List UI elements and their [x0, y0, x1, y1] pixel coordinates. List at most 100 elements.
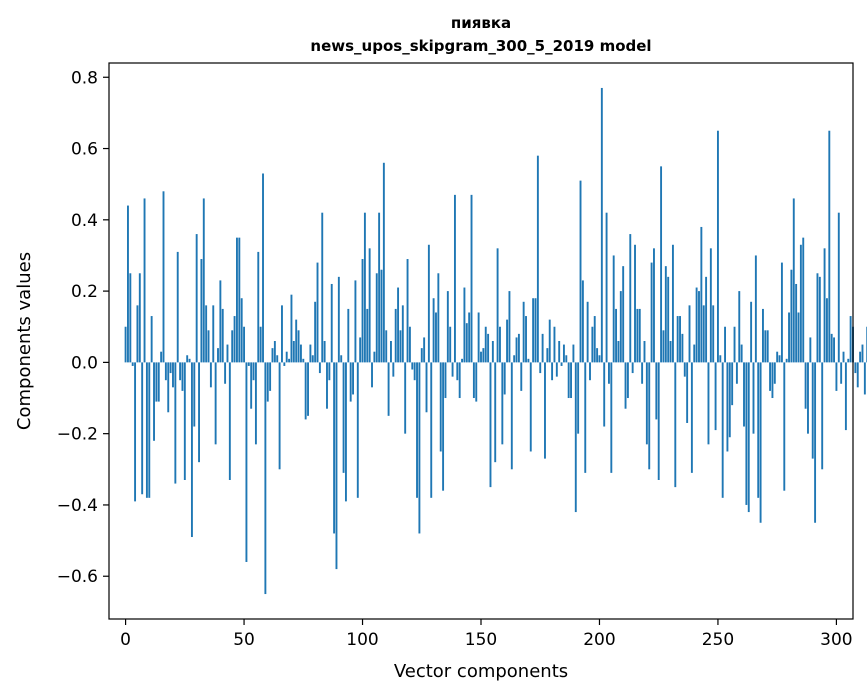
bar-component-152 — [484, 326, 487, 363]
x-axis-label: Vector components — [394, 661, 568, 682]
bar-component-24 — [181, 362, 184, 391]
bar-component-222 — [650, 262, 653, 363]
bar-component-179 — [548, 319, 551, 363]
bar-component-289 — [809, 337, 812, 363]
bar-component-260 — [740, 344, 743, 363]
bar-component-162 — [508, 291, 511, 363]
bar-component-2 — [129, 273, 132, 363]
bar-component-252 — [721, 362, 724, 498]
bar-component-90 — [337, 276, 340, 363]
bar-component-141 — [458, 362, 461, 399]
bar-component-237 — [686, 362, 689, 423]
y-tick-label: −0.6 — [57, 567, 98, 587]
bar-component-187 — [567, 362, 570, 399]
bar-component-40 — [219, 280, 222, 363]
bar-component-28 — [190, 362, 193, 538]
bar-component-211 — [624, 362, 627, 409]
bar-component-42 — [224, 362, 227, 384]
bar-component-146 — [470, 194, 473, 363]
bar-component-304 — [844, 362, 847, 431]
bar-component-225 — [657, 362, 660, 480]
bar-component-205 — [610, 362, 613, 473]
bar-component-274 — [773, 362, 776, 384]
bar-component-68 — [285, 351, 288, 363]
bar-component-188 — [570, 362, 572, 399]
bar-component-183 — [558, 341, 561, 363]
bar-component-288 — [807, 362, 809, 434]
bar-component-92 — [342, 362, 345, 473]
bar-component-71 — [292, 341, 295, 363]
bar-component-139 — [453, 194, 456, 363]
bar-component-238 — [688, 305, 691, 363]
bar-component-215 — [634, 244, 636, 363]
bar-component-311 — [861, 344, 864, 363]
bar-component-291 — [814, 362, 817, 523]
bar-component-97 — [354, 280, 357, 363]
bar-component-218 — [641, 362, 644, 384]
bar-component-309 — [856, 362, 859, 388]
bar-component-127 — [425, 362, 428, 413]
bar-component-93 — [344, 362, 347, 502]
bar-component-128 — [427, 244, 430, 363]
bar-component-171 — [529, 362, 532, 452]
bar-component-145 — [468, 312, 471, 363]
y-tick-label: −0.4 — [57, 496, 98, 516]
bar-component-230 — [669, 341, 672, 363]
bar-component-270 — [764, 330, 767, 363]
bar-component-282 — [792, 198, 795, 363]
bar-component-224 — [655, 362, 658, 420]
chart-subtitle: news_upos_skipgram_300_5_2019 model — [310, 37, 651, 55]
bar-component-35 — [207, 330, 210, 363]
bar-component-83 — [321, 212, 324, 363]
bar-component-203 — [605, 212, 608, 363]
bar-component-39 — [217, 348, 219, 363]
bar-component-74 — [299, 344, 302, 363]
bar-component-144 — [465, 323, 468, 363]
bar-component-131 — [435, 312, 437, 363]
bar-component-264 — [750, 301, 753, 363]
bar-component-197 — [591, 326, 594, 363]
bar-component-45 — [231, 330, 234, 363]
bar-component-232 — [674, 362, 677, 488]
bar-component-106 — [375, 273, 378, 363]
bar-component-217 — [638, 308, 641, 363]
bar-component-310 — [859, 351, 862, 363]
bar-component-15 — [160, 351, 163, 363]
bar-component-108 — [380, 269, 383, 363]
bar-component-190 — [574, 362, 577, 513]
bar-component-91 — [340, 355, 343, 363]
bar-component-85 — [326, 362, 328, 409]
bar-component-43 — [226, 344, 229, 363]
bar-component-227 — [662, 330, 665, 363]
bar-component-7 — [141, 362, 144, 495]
bar-component-244 — [702, 305, 705, 363]
bar-component-50 — [243, 326, 246, 363]
bar-component-241 — [695, 287, 698, 363]
bar-component-255 — [728, 362, 731, 438]
bar-component-269 — [762, 308, 764, 363]
bar-component-201 — [600, 87, 603, 363]
bar-component-158 — [499, 326, 501, 363]
bar-component-228 — [664, 266, 667, 363]
bar-component-169 — [525, 316, 527, 363]
bar-component-3 — [131, 362, 134, 366]
bar-component-275 — [776, 351, 779, 363]
bar-component-72 — [295, 319, 298, 363]
bar-component-273 — [771, 362, 774, 399]
bar-component-178 — [546, 348, 549, 363]
bar-component-253 — [724, 326, 726, 363]
bar-component-220 — [645, 362, 648, 445]
bar-component-8 — [143, 198, 146, 363]
bar-component-236 — [683, 362, 686, 377]
bar-component-86 — [328, 362, 331, 381]
bar-component-25 — [183, 362, 186, 480]
bar-component-249 — [714, 362, 717, 431]
bar-component-26 — [186, 355, 189, 363]
bar-component-204 — [608, 362, 610, 384]
bar-component-299 — [833, 337, 835, 363]
bar-component-82 — [318, 362, 321, 374]
bar-component-200 — [598, 355, 601, 363]
bar-component-207 — [615, 308, 618, 363]
bar-component-6 — [138, 273, 141, 363]
bar-component-286 — [802, 237, 805, 363]
